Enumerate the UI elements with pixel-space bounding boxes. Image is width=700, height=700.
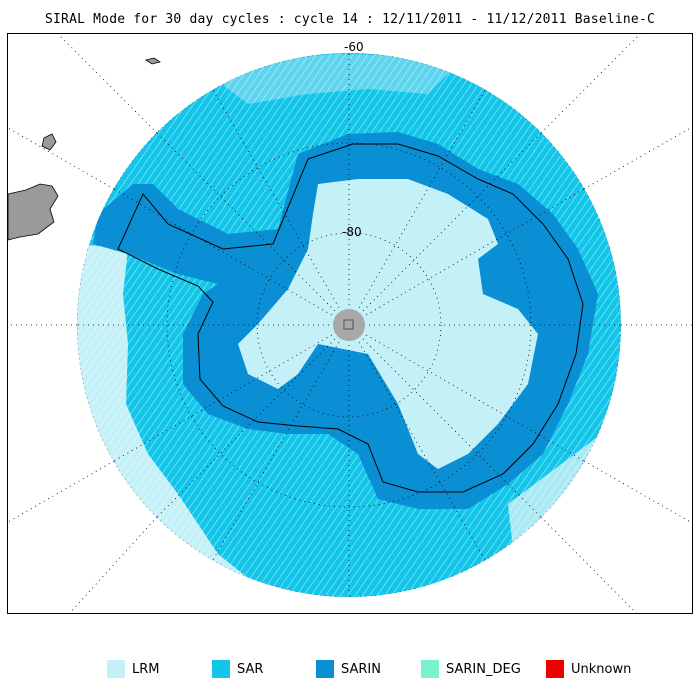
tierra-del-fuego: [8, 183, 59, 241]
lat-label-60: -60: [344, 40, 364, 54]
land-fragments: [8, 57, 161, 241]
legend-swatch-sarin: [316, 660, 334, 678]
coastline: [117, 143, 584, 493]
legend-item-sarin: SARIN: [316, 657, 381, 681]
legend-item-sarin-deg: SARIN_DEG: [421, 657, 521, 681]
pole-marker: [343, 319, 354, 330]
legend-label-lrm: LRM: [132, 661, 160, 677]
legend-item-lrm: LRM: [107, 657, 160, 681]
pole-gap: [333, 309, 365, 341]
legend-swatch-unknown: [546, 660, 564, 678]
polar-map: -60 -80: [8, 34, 692, 613]
graticule: [77, 53, 621, 597]
legend: LRM SAR SARIN SARIN_DEG Unknown: [0, 657, 700, 681]
legend-swatch-sarin-deg: [421, 660, 439, 678]
legend-item-unknown: Unknown: [546, 657, 631, 681]
small-island: [145, 57, 161, 65]
graticule-outer: [8, 34, 692, 613]
legend-label-sar: SAR: [237, 661, 264, 677]
legend-item-sar: SAR: [212, 657, 263, 681]
lrm-interior: [238, 179, 538, 469]
map-title: SIRAL Mode for 30 day cycles : cycle 14 …: [44, 12, 656, 27]
legend-label-sarin-deg: SARIN_DEG: [446, 661, 521, 677]
legend-label-unknown: Unknown: [571, 661, 632, 677]
legend-label-sarin: SARIN: [341, 661, 381, 677]
legend-swatch-sar: [212, 660, 230, 678]
falkland-island: [41, 133, 57, 151]
legend-swatch-lrm: [107, 660, 125, 678]
map-frame: -60 -80: [7, 33, 693, 614]
lat-label-80: -80: [342, 225, 362, 239]
